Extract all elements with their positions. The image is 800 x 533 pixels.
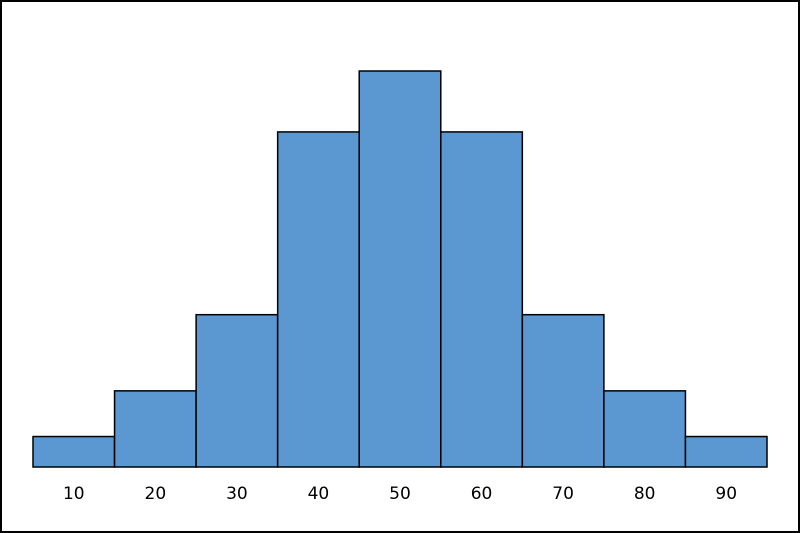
bar (113, 390, 197, 468)
x-tick-label: 40 (308, 484, 330, 504)
bar (521, 313, 605, 468)
x-tick-label: 60 (471, 484, 493, 504)
bar (276, 131, 360, 468)
bar (32, 435, 116, 468)
x-tick-label: 80 (634, 484, 656, 504)
x-tick-label: 20 (145, 484, 167, 504)
x-tick-label: 10 (63, 484, 85, 504)
bar (195, 313, 279, 468)
x-tick-label: 90 (715, 484, 737, 504)
x-tick-label: 70 (552, 484, 574, 504)
bar (358, 70, 442, 468)
bar (603, 390, 687, 468)
bar (684, 435, 768, 468)
x-tick-label: 50 (389, 484, 411, 504)
x-tick-label: 30 (226, 484, 248, 504)
bar (440, 131, 524, 468)
